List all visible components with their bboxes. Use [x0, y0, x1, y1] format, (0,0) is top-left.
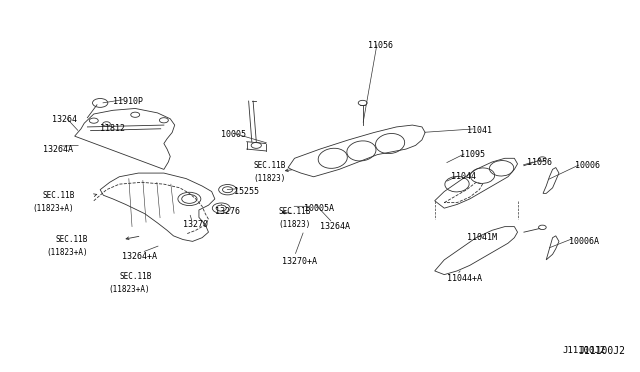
Text: (11823+A): (11823+A) [32, 203, 74, 213]
Text: J11100J2: J11100J2 [562, 346, 605, 355]
Text: J11100J2: J11100J2 [579, 346, 626, 356]
Text: SEC.11B: SEC.11B [119, 272, 152, 281]
Text: 11056: 11056 [527, 157, 552, 167]
Text: 11041: 11041 [467, 126, 492, 135]
Text: 11095: 11095 [460, 150, 485, 159]
Text: 10005: 10005 [221, 130, 246, 139]
Text: 11910P: 11910P [113, 97, 143, 106]
Text: 10006A: 10006A [568, 237, 598, 246]
Text: 13264+A: 13264+A [122, 251, 157, 261]
Text: 11044+A: 11044+A [447, 274, 483, 283]
Text: (11823): (11823) [278, 220, 311, 229]
Text: (11823): (11823) [253, 174, 285, 183]
Text: (11823+A): (11823+A) [108, 285, 150, 294]
Text: (11823+A): (11823+A) [46, 248, 88, 257]
Text: 11041M: 11041M [467, 233, 497, 242]
Text: 10005A: 10005A [304, 203, 334, 213]
Text: 13264: 13264 [52, 115, 77, 124]
Text: 13270: 13270 [183, 220, 208, 229]
Text: 13264A: 13264A [43, 145, 73, 154]
Text: 13264A: 13264A [320, 222, 350, 231]
Text: 11044: 11044 [451, 172, 476, 181]
Text: 13276: 13276 [215, 207, 240, 217]
Text: 11056: 11056 [368, 41, 393, 50]
Text: SEC.11B: SEC.11B [278, 207, 311, 217]
Text: 10006: 10006 [575, 161, 600, 170]
Text: 15255: 15255 [234, 187, 259, 196]
Text: 13270+A: 13270+A [282, 257, 317, 266]
Text: 11812: 11812 [100, 124, 125, 133]
Text: SEC.11B: SEC.11B [56, 235, 88, 244]
Text: SEC.11B: SEC.11B [253, 161, 285, 170]
Text: SEC.11B: SEC.11B [43, 191, 75, 200]
